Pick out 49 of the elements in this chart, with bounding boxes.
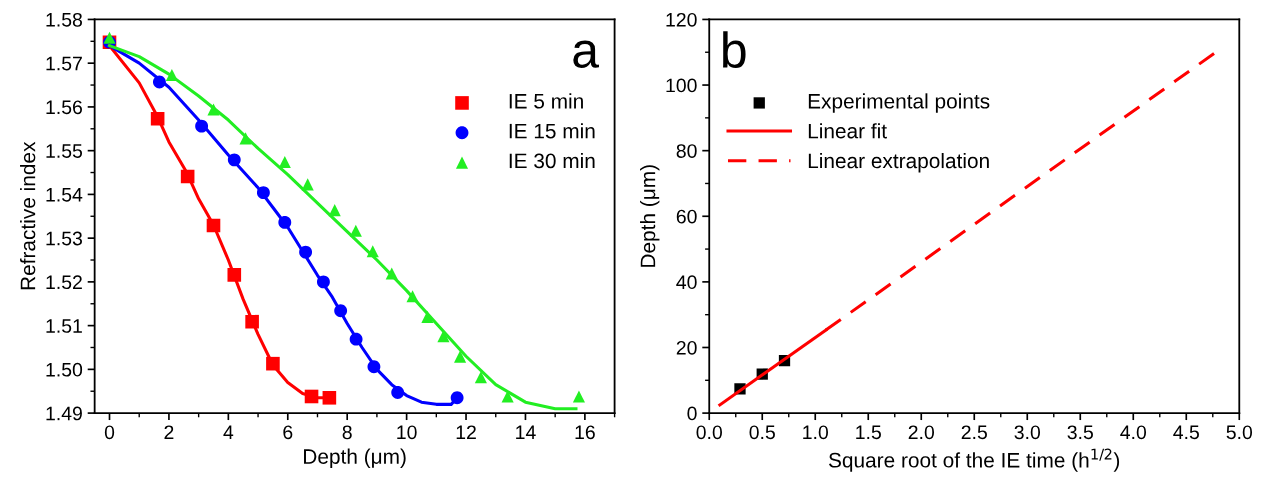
x-tick-label: 4.5 bbox=[1173, 425, 1199, 440]
x-tick-label: 1.0 bbox=[803, 425, 829, 440]
y-tick-label: 1.50 bbox=[46, 362, 83, 377]
x-tick-label: 12 bbox=[456, 425, 476, 439]
y-tick-label: 1.56 bbox=[46, 100, 82, 115]
x-axis-title: Depth (μm) bbox=[304, 448, 406, 469]
y-tick-label: 20 bbox=[676, 340, 697, 355]
x-tick-label: 6 bbox=[283, 425, 293, 440]
x-tick-label: 16 bbox=[575, 425, 595, 440]
y-tick-label: 1.52 bbox=[46, 275, 82, 290]
x-tick-label: 4.0 bbox=[1120, 425, 1147, 440]
x-tick-label: 1.5 bbox=[856, 425, 881, 440]
x-tick-label: 0.0 bbox=[696, 425, 722, 440]
x-tick-label: 2 bbox=[164, 425, 174, 439]
y-tick-label: 1.53 bbox=[46, 231, 82, 246]
x-tick-label: 10 bbox=[397, 425, 417, 440]
y-axis-title: Depth (μm) bbox=[640, 165, 660, 267]
y-tick-label: 1.58 bbox=[46, 12, 82, 27]
legend-label: Linear extrapolation bbox=[808, 152, 989, 173]
x-tick-label: 3.0 bbox=[1014, 425, 1041, 440]
y-tick-label: 0 bbox=[687, 406, 697, 421]
y-tick-label: 1.51 bbox=[46, 319, 82, 333]
legend-label: Experimental points bbox=[808, 93, 990, 113]
y-axis-title: Refractive index bbox=[20, 141, 36, 290]
x-tick-label: 0 bbox=[104, 425, 115, 440]
y-tick-label: 100 bbox=[666, 78, 697, 93]
x-tick-label: 0.5 bbox=[749, 425, 775, 440]
legend-label: IE 5 min bbox=[509, 93, 583, 109]
x-tick-label: 2.5 bbox=[961, 425, 987, 440]
y-tick-label: 1.49 bbox=[46, 406, 82, 421]
y-tick-label: 40 bbox=[676, 275, 697, 290]
y-tick-label: 1.54 bbox=[46, 188, 83, 202]
y-tick-label: 60 bbox=[676, 209, 697, 224]
x-tick-label: 8 bbox=[342, 425, 352, 440]
y-tick-label: 120 bbox=[666, 12, 697, 27]
y-tick-label: 1.57 bbox=[46, 56, 82, 71]
x-tick-label: 2.0 bbox=[908, 425, 935, 440]
legend-label: IE 15 min bbox=[509, 123, 595, 139]
annotation: b bbox=[723, 31, 746, 68]
x-tick-label: 3.5 bbox=[1067, 425, 1093, 440]
x-tick-label: 14 bbox=[516, 425, 536, 439]
y-tick-label: 1.55 bbox=[46, 144, 83, 158]
legend-label: Linear fit bbox=[808, 123, 887, 139]
x-axis-title: Square root of the IE time (h$^{1/2}$) bbox=[828, 448, 1120, 472]
legend-label: IE 30 min bbox=[509, 152, 595, 169]
x-tick-label: 5.0 bbox=[1226, 425, 1253, 440]
annotation: a bbox=[573, 40, 599, 68]
x-tick-label: 4 bbox=[223, 425, 234, 439]
y-tick-label: 80 bbox=[676, 144, 697, 158]
